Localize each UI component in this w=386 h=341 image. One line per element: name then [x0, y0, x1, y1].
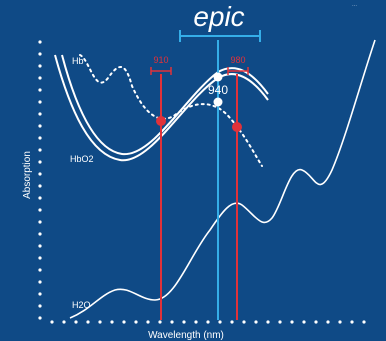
y-axis-dot [38, 52, 42, 56]
x-axis-dot [230, 320, 234, 324]
bracket-910 [150, 67, 172, 75]
x-axis-dot [362, 320, 366, 324]
epic-bracket [179, 30, 261, 42]
series-h2o [69, 39, 376, 319]
marker-label-940: 940 [208, 83, 228, 97]
y-axis-dot [38, 160, 42, 164]
x-axis-dot [170, 320, 174, 324]
y-axis-dot [38, 124, 42, 128]
y-axis-dot [38, 136, 42, 140]
x-axis-dot [314, 320, 318, 324]
x-axis-dot [266, 320, 270, 324]
y-axis-dot [38, 196, 42, 200]
y-axis-dot [38, 268, 42, 272]
y-axis-dot [38, 88, 42, 92]
y-axis-dot [38, 208, 42, 212]
y-axis-dot [38, 148, 42, 152]
marker-dot-980 [232, 122, 242, 132]
x-axis-dot [338, 320, 342, 324]
x-axis-label: Wavelength (nm) [148, 330, 224, 341]
marker-dot-910 [156, 116, 166, 126]
marker-dot-940-top [213, 72, 223, 82]
x-axis-dot [206, 320, 210, 324]
bracket-980 [227, 67, 249, 75]
y-axis-dot [38, 292, 42, 296]
x-axis-dot [182, 320, 186, 324]
x-axis-dot [62, 320, 66, 324]
y-axis-dot [38, 100, 42, 104]
marker-dot-940-bottom [213, 97, 223, 107]
y-axis-dot [38, 112, 42, 116]
x-axis-dot [278, 320, 282, 324]
dotted-axes [38, 40, 366, 324]
marker-label-980: 980 [230, 55, 245, 65]
y-axis-dot [38, 172, 42, 176]
series-hb [79, 54, 263, 167]
x-axis-dot [290, 320, 294, 324]
y-axis-dot [38, 244, 42, 248]
y-axis-dot [38, 256, 42, 260]
x-axis-dot [98, 320, 102, 324]
y-axis-dot [38, 64, 42, 68]
x-axis-dot [254, 320, 258, 324]
x-axis-dot [86, 320, 90, 324]
y-axis-dot [38, 220, 42, 224]
y-axis-dot [38, 40, 42, 44]
hbo2-curve-inner [61, 54, 269, 156]
x-axis-dot [122, 320, 126, 324]
x-axis-dot [50, 320, 54, 324]
x-axis-dot [158, 320, 162, 324]
chart-title: epic [193, 1, 244, 32]
y-axis-label: Absorption [22, 151, 33, 199]
y-axis-dot [38, 280, 42, 284]
x-axis-dot [218, 320, 222, 324]
x-axis-dot [194, 320, 198, 324]
x-axis-dot [350, 320, 354, 324]
x-axis-dot [326, 320, 330, 324]
x-axis-dot [302, 320, 306, 324]
series-label-h2o: H2O [72, 300, 91, 310]
y-axis-dot [38, 304, 42, 308]
marker-label-910: 910 [153, 55, 168, 65]
corner-mark: ... [352, 2, 357, 8]
y-axis-dot [38, 76, 42, 80]
x-axis-dot [74, 320, 78, 324]
x-axis-dot [134, 320, 138, 324]
series-label-hbo2: HbO2 [70, 154, 94, 164]
x-axis-dot [146, 320, 150, 324]
y-axis-dot [38, 184, 42, 188]
x-axis-dot [110, 320, 114, 324]
y-axis-dot [38, 232, 42, 236]
x-axis-dot [242, 320, 246, 324]
series-label-hb: Hb [72, 56, 84, 66]
y-axis-dot [38, 316, 42, 320]
